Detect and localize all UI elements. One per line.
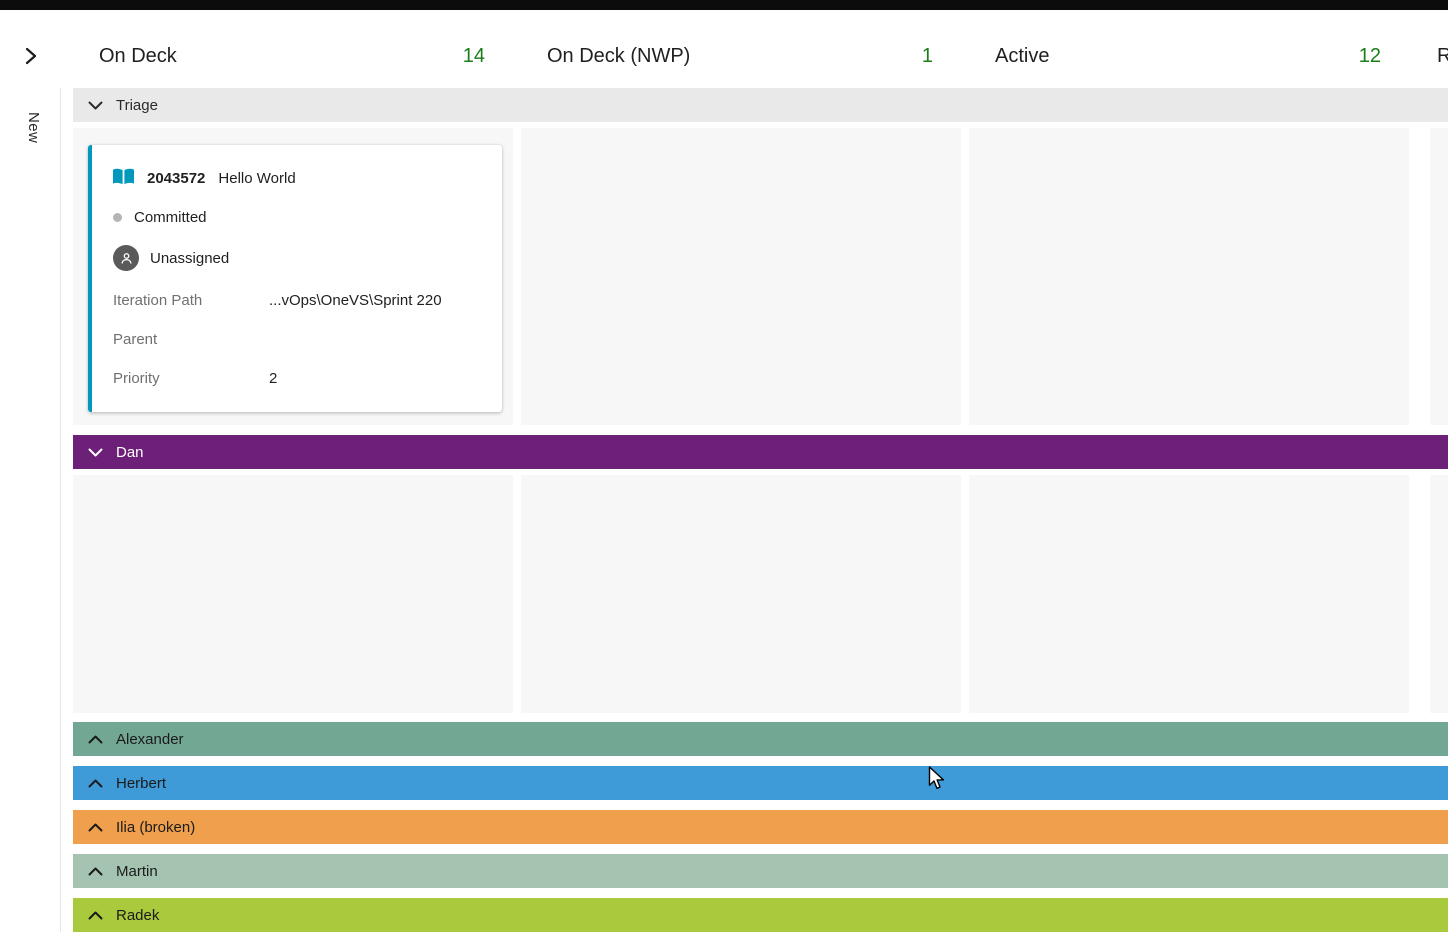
chevron-right-icon (24, 46, 38, 69)
swimlane-header-herbert[interactable]: Herbert (73, 766, 1448, 800)
swimlane-name: Ilia (broken) (116, 818, 196, 836)
board-cell-triage-active (969, 128, 1409, 425)
chevron-up-icon (88, 911, 103, 920)
swimlane-header-ilia[interactable]: Ilia (broken) (73, 810, 1448, 844)
column-count: 12 (1358, 44, 1381, 67)
column-header-on-deck: On Deck 14 (73, 33, 513, 79)
swimlane-header-martin[interactable]: Martin (73, 854, 1448, 888)
column-header-active: Active 12 (969, 33, 1409, 79)
column-label: R (1437, 44, 1448, 67)
card-field-iteration[interactable]: Iteration Path ...vOps\OneVS\Sprint 220 (113, 281, 488, 320)
user-story-icon (113, 168, 134, 189)
card-title-row: 2043572 Hello World (113, 157, 488, 199)
column-header-on-deck-nwp: On Deck (NWP) 1 (521, 33, 961, 79)
column-label: On Deck (99, 44, 177, 67)
card-field-priority[interactable]: Priority 2 (113, 359, 488, 398)
board-cell-dan-on-deck-nwp (521, 475, 961, 713)
column-count: 1 (921, 44, 933, 67)
chevron-up-icon (88, 867, 103, 876)
work-item-card[interactable]: 2043572 Hello World Committed Unassigned… (88, 145, 502, 412)
card-state-row[interactable]: Committed (113, 199, 488, 235)
board-cell-triage-on-deck-nwp (521, 128, 961, 425)
swimlane-name: Alexander (116, 730, 184, 748)
card-body: 2043572 Hello World Committed Unassigned… (92, 145, 502, 412)
swimlane-name: Triage (116, 96, 158, 114)
board-cell-dan-clipped (1430, 475, 1448, 713)
swimlane-header-alexander[interactable]: Alexander (73, 722, 1448, 756)
collapsed-column-label: New (25, 112, 42, 144)
work-item-title[interactable]: Hello World (218, 169, 296, 187)
swimlane-header-triage[interactable]: Triage (73, 88, 1448, 122)
board-cell-dan-active (969, 475, 1409, 713)
person-avatar-icon (113, 245, 139, 271)
field-label: Iteration Path (113, 292, 203, 309)
column-header-clipped: R (1417, 33, 1448, 79)
field-value: ...vOps\OneVS\Sprint 220 (269, 292, 442, 309)
swimlane-name: Herbert (116, 774, 167, 792)
chevron-down-icon (88, 448, 103, 457)
board-cell-triage-clipped (1430, 128, 1448, 425)
column-label: On Deck (NWP) (547, 44, 691, 67)
chevron-down-icon (88, 101, 103, 110)
column-count: 14 (462, 44, 485, 67)
field-label: Priority (113, 370, 160, 387)
expand-column-button[interactable] (24, 42, 58, 72)
card-accent-bar (88, 145, 92, 412)
work-item-id: 2043572 (147, 169, 206, 187)
window-chrome-bar (0, 0, 1448, 10)
chevron-up-icon (88, 823, 103, 832)
collapsed-column-new[interactable]: New (8, 88, 61, 932)
swimlane-header-radek[interactable]: Radek (73, 898, 1448, 932)
swimlane-name: Dan (116, 443, 144, 461)
column-label: Active (995, 44, 1050, 67)
swimlane-name: Radek (116, 906, 160, 924)
assignee-label: Unassigned (150, 249, 230, 267)
board-cell-dan-on-deck (73, 475, 513, 713)
chevron-up-icon (88, 779, 103, 788)
swimlane-header-dan[interactable]: Dan (73, 435, 1448, 469)
swimlane-name: Martin (116, 862, 158, 880)
card-field-parent[interactable]: Parent (113, 320, 488, 359)
state-dot-icon (113, 212, 122, 222)
field-label: Parent (113, 331, 158, 348)
field-value: 2 (269, 370, 278, 387)
state-label: Committed (134, 208, 207, 226)
chevron-up-icon (88, 735, 103, 744)
card-assignee-row[interactable]: Unassigned (113, 235, 488, 281)
